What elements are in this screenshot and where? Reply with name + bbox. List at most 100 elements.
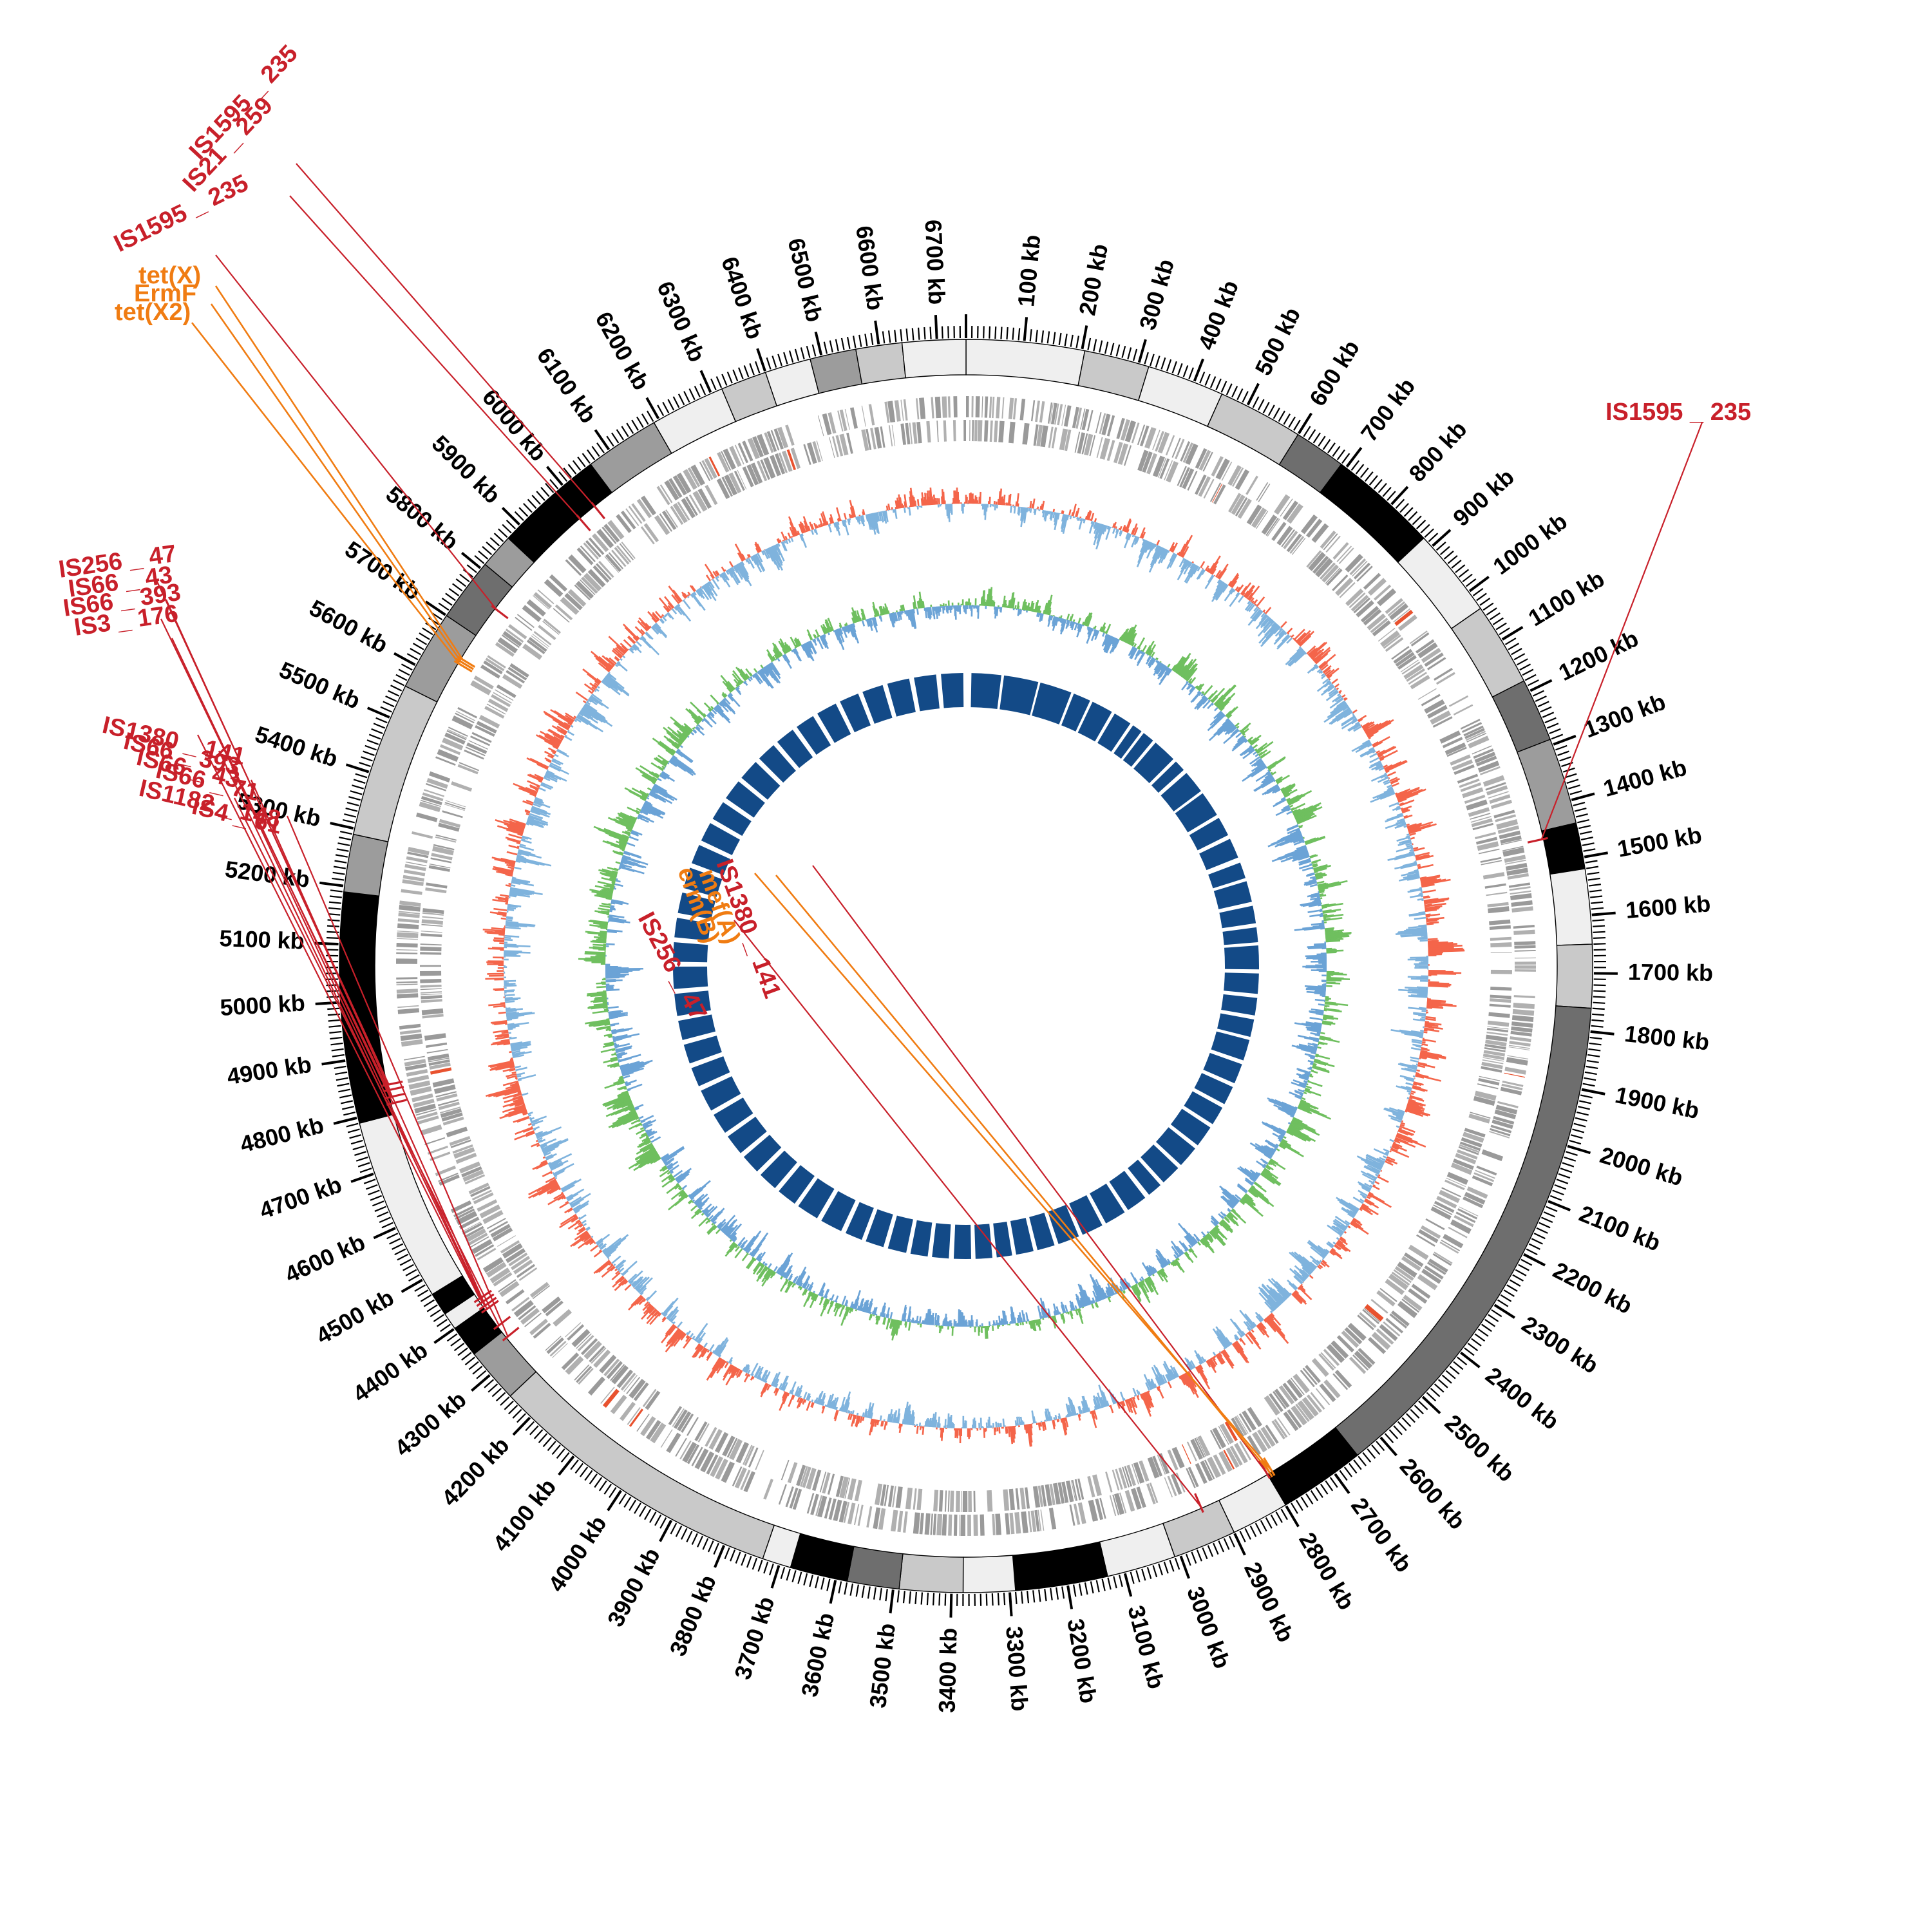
axis-minor-tick bbox=[849, 1583, 854, 1596]
gc-skew-bar bbox=[531, 1123, 536, 1127]
gc-skew-bar bbox=[1406, 1104, 1425, 1112]
gc-skew-bar bbox=[1029, 500, 1032, 509]
axis-tick-label: 2500 kb bbox=[1440, 1409, 1520, 1486]
gc-skew-bar bbox=[504, 943, 517, 946]
gc-skew-bar bbox=[567, 730, 574, 736]
gc-skew-bar bbox=[1343, 697, 1348, 701]
cds-block bbox=[420, 943, 442, 946]
cds-block bbox=[427, 1146, 448, 1155]
cds-block bbox=[640, 1416, 656, 1437]
gc-skew-bar bbox=[1300, 1264, 1312, 1274]
gc-skew-bar bbox=[1418, 1014, 1426, 1018]
gc-skew-bar bbox=[1158, 1376, 1163, 1385]
gc-skew-bar bbox=[848, 1413, 851, 1420]
cds-block bbox=[414, 1103, 437, 1114]
axis-minor-tick bbox=[577, 456, 586, 468]
gc-skew-bar bbox=[1332, 1241, 1336, 1245]
gc-skew-bar bbox=[1383, 781, 1391, 786]
cds-block bbox=[963, 420, 966, 442]
cds-block bbox=[748, 1447, 759, 1468]
cds-block bbox=[492, 1227, 513, 1242]
gc-skew-bar bbox=[1298, 630, 1315, 647]
gc-skew-bar bbox=[712, 1357, 721, 1370]
gc-skew-bar bbox=[1389, 777, 1398, 782]
cds-block bbox=[413, 1099, 435, 1108]
gc-skew-bar bbox=[1061, 513, 1065, 522]
axis-minor-tick bbox=[375, 717, 388, 724]
cds-block bbox=[608, 552, 624, 569]
cds-block bbox=[440, 744, 461, 755]
gc-skew-bar bbox=[1258, 1323, 1267, 1334]
gc-skew-bar bbox=[584, 1235, 591, 1240]
gc-skew-bar bbox=[1415, 1073, 1429, 1078]
gc-skew-bar bbox=[874, 1419, 878, 1427]
cds-block bbox=[438, 1173, 459, 1182]
gc-skew-bar bbox=[1197, 1353, 1204, 1363]
cds-block bbox=[549, 574, 568, 592]
cds-block bbox=[1497, 825, 1520, 835]
cds-block bbox=[488, 698, 509, 712]
gc-skew-bar bbox=[510, 1042, 529, 1047]
gc-skew-bar bbox=[1209, 1358, 1216, 1368]
gc-skew-bar bbox=[672, 1321, 676, 1325]
cds-block bbox=[1318, 1353, 1335, 1371]
axis-tick-label: 3700 kb bbox=[729, 1593, 779, 1682]
cds-block bbox=[1424, 1265, 1444, 1280]
amr-gene-block bbox=[786, 449, 797, 471]
gc-skew-bar bbox=[1283, 1287, 1292, 1296]
axis-tick-label: 600 kb bbox=[1304, 336, 1365, 411]
gc-skew-bar bbox=[1207, 1359, 1217, 1374]
gc-skew-bar bbox=[1095, 522, 1100, 531]
axis-minor-tick bbox=[1146, 1567, 1152, 1579]
cds-block bbox=[493, 1272, 513, 1287]
gc-skew-bar bbox=[529, 1119, 533, 1121]
gc-skew-bar bbox=[1204, 574, 1215, 589]
gc-skew-bar bbox=[870, 1412, 873, 1419]
gc-skew-bar bbox=[1323, 705, 1349, 723]
cds-block bbox=[1502, 1081, 1524, 1087]
gc-skew-bar bbox=[567, 1220, 581, 1230]
gc-skew-bar bbox=[1408, 829, 1422, 835]
gc-skew-bar bbox=[1096, 1396, 1102, 1409]
axis-major-tick bbox=[874, 320, 880, 345]
cds-block bbox=[811, 1469, 822, 1492]
axis-minor-tick bbox=[433, 1314, 444, 1322]
axis-minor-tick bbox=[549, 478, 559, 489]
gc-skew-bar bbox=[1397, 1063, 1417, 1070]
gc-skew-bar bbox=[549, 1161, 564, 1170]
gc-skew-bar bbox=[1379, 792, 1396, 800]
cds-block bbox=[1473, 1095, 1495, 1106]
axis-tick-label: 6000 kb bbox=[477, 384, 552, 466]
gc-skew-bar bbox=[1296, 647, 1302, 652]
gc-skew-bar bbox=[796, 1397, 802, 1409]
gc-skew-bar bbox=[1093, 1398, 1098, 1410]
gc-skew-bar bbox=[509, 1058, 514, 1061]
gc-skew-bar bbox=[927, 1419, 930, 1427]
gc-skew-bar bbox=[608, 1262, 612, 1265]
cds-block bbox=[654, 515, 670, 535]
cds-block bbox=[682, 1441, 697, 1463]
gc-skew-bar bbox=[1217, 571, 1223, 579]
gc-skew-bar bbox=[1122, 524, 1126, 532]
cds-block bbox=[1287, 1409, 1302, 1428]
cds-block bbox=[1424, 699, 1445, 714]
gc-skew-bar bbox=[1322, 1257, 1325, 1260]
axis-minor-tick bbox=[336, 848, 349, 852]
cds-block bbox=[1487, 1026, 1509, 1030]
gc-skew-bar bbox=[1153, 1365, 1164, 1385]
cds-block bbox=[1446, 1171, 1469, 1185]
gc-skew-bar bbox=[513, 1115, 529, 1123]
cds-block bbox=[1061, 1481, 1069, 1503]
axis-minor-tick bbox=[1046, 331, 1050, 344]
gc-skew-bar bbox=[697, 1332, 706, 1343]
gc-skew-bar bbox=[842, 1399, 848, 1412]
cds-block bbox=[1459, 778, 1480, 788]
axis-minor-tick bbox=[636, 416, 644, 428]
gc-skew-bar bbox=[1141, 539, 1146, 546]
gc-skew-bar bbox=[672, 1321, 674, 1324]
gc-skew-bar bbox=[791, 1395, 795, 1400]
axis-minor-tick bbox=[870, 332, 874, 345]
gc-skew-bar bbox=[1339, 1235, 1342, 1237]
cds-block bbox=[875, 1483, 883, 1506]
cds-block bbox=[1446, 746, 1467, 757]
